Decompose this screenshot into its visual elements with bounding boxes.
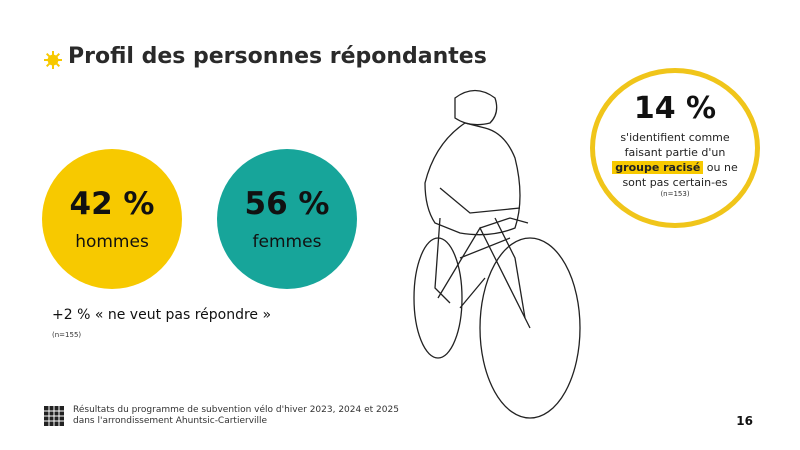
racialized-stat-circle: 14 % s'identifient comme faisant partie … bbox=[590, 68, 760, 228]
women-label: femmes bbox=[252, 232, 322, 252]
footer-line1: Résultats du programme de subvention vél… bbox=[73, 405, 399, 415]
no-answer-note: +2 % « ne veut pas répondre » bbox=[52, 307, 272, 323]
racialized-line2: faisant partie d'un bbox=[624, 145, 726, 159]
racialized-line1: s'identifient comme bbox=[620, 130, 730, 144]
sample-size: (n=155) bbox=[52, 331, 82, 339]
men-percent: 42 % bbox=[69, 186, 155, 222]
cyclist-illustration bbox=[413, 89, 581, 419]
footer-source: Résultats du programme de subvention vél… bbox=[73, 405, 399, 427]
sun-icon bbox=[44, 51, 62, 69]
women-stat-circle: 56 % femmes bbox=[217, 149, 357, 289]
footer-line2: dans l'arrondissement Ahuntsic-Cartiervi… bbox=[73, 416, 268, 426]
racialized-sample-size: (n=153) bbox=[660, 189, 690, 198]
page-number: 16 bbox=[736, 414, 753, 428]
women-percent: 56 % bbox=[244, 186, 330, 222]
racialized-highlight: groupe racisé bbox=[612, 160, 704, 174]
racialized-percent: 14 % bbox=[633, 90, 717, 126]
men-stat-circle: 42 % hommes bbox=[42, 149, 182, 289]
racialized-line4: sont pas certain-es bbox=[622, 175, 728, 189]
page-title: Profil des personnes répondantes bbox=[68, 44, 487, 69]
men-label: hommes bbox=[75, 232, 149, 252]
racialized-line3: ou ne bbox=[703, 160, 738, 174]
program-logo-icon bbox=[44, 406, 64, 426]
